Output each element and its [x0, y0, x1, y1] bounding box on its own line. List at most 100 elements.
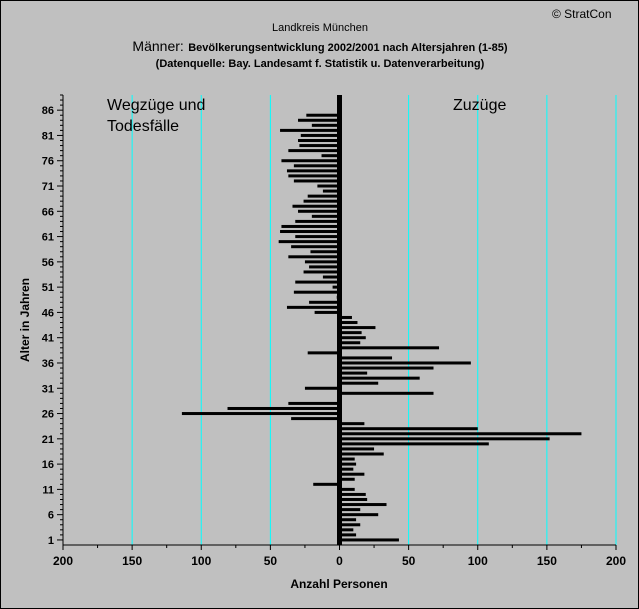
y-tick-label: 16: [42, 459, 54, 471]
y-axis-label: Alter in Jahren: [18, 278, 32, 362]
x-tick-label: 50: [402, 554, 416, 568]
y-tick-label: 46: [42, 307, 54, 319]
bar-age-52: [295, 280, 340, 284]
x-tick-label: 50: [264, 554, 278, 568]
bar-age-62: [280, 230, 340, 234]
bar-age-63: [281, 224, 340, 228]
bar-age-36: [339, 361, 471, 365]
x-tick-label: 0: [336, 554, 343, 568]
chart-subtitle: Bevölkerungsentwicklung 2002/2001 nach A…: [188, 42, 508, 54]
bar-age-54: [303, 270, 340, 274]
bar-age-75: [293, 164, 340, 168]
x-axis-label: Anzahl Personen: [290, 577, 387, 591]
bar-age-23: [339, 427, 478, 431]
y-tick-label: 1: [48, 535, 54, 547]
bar-age-37: [339, 356, 393, 360]
bar-age-6: [339, 513, 379, 517]
bar-age-53: [322, 275, 340, 279]
bar-age-41: [339, 336, 366, 340]
bar-age-44: [339, 321, 358, 325]
bar-age-74: [286, 169, 340, 173]
bar-age-5: [339, 518, 357, 522]
bar-age-12: [313, 482, 340, 486]
bar-age-20: [339, 442, 489, 446]
bar-age-70: [322, 189, 340, 193]
bar-age-32: [339, 381, 379, 385]
bar-age-50: [293, 290, 340, 294]
y-tick-label: 31: [42, 383, 54, 395]
bar-age-24: [339, 422, 365, 426]
right-region-label: Zuzüge: [453, 97, 506, 114]
chart-title-prefix: Männer:: [132, 38, 183, 54]
bar-age-10: [339, 492, 366, 496]
y-tick-label: 41: [42, 333, 54, 345]
bar-age-59: [291, 245, 340, 249]
bar-age-34: [339, 371, 368, 375]
bar-age-65: [311, 214, 340, 218]
bar-age-2: [339, 533, 357, 537]
y-tick-label: 6: [48, 510, 54, 522]
bar-age-84: [298, 118, 340, 122]
bar-age-13: [339, 477, 355, 481]
x-tick-label: 200: [606, 554, 626, 568]
x-tick-label: 200: [53, 554, 73, 568]
bar-age-66: [298, 209, 340, 213]
chart-source: (Datenquelle: Bay. Landesamt f. Statisti…: [156, 58, 485, 70]
bar-age-73: [288, 174, 340, 178]
left-region-label-line2: Todesfälle: [107, 118, 179, 135]
bar-age-35: [339, 366, 434, 370]
copyright-label: © StratCon: [552, 7, 612, 21]
bar-age-71: [317, 184, 340, 188]
bar-age-64: [295, 219, 340, 223]
bar-age-55: [309, 265, 340, 269]
bar-age-43: [339, 326, 376, 330]
bar-age-39: [339, 346, 440, 350]
bar-age-15: [339, 467, 354, 471]
y-tick-label: 21: [42, 434, 54, 446]
bar-age-16: [339, 462, 357, 466]
y-tick-label: 86: [42, 105, 54, 117]
x-tick-label: 150: [537, 554, 557, 568]
bar-age-17: [339, 457, 355, 461]
bar-age-61: [295, 235, 340, 239]
bar-age-8: [339, 503, 387, 507]
bar-age-27: [227, 406, 340, 410]
bar-age-30: [339, 391, 434, 395]
bar-age-9: [339, 497, 368, 501]
chart-subtitle-line: Männer: Bevölkerungsentwicklung 2002/200…: [132, 38, 507, 55]
bar-age-31: [304, 386, 340, 390]
bar-age-46: [314, 310, 340, 314]
bar-age-1: [339, 538, 399, 542]
x-tick-label: 100: [191, 554, 211, 568]
bar-age-77: [321, 154, 340, 158]
bar-age-60: [278, 240, 340, 244]
y-tick-label: 11: [42, 484, 54, 496]
bar-age-28: [288, 401, 340, 405]
bar-age-83: [311, 123, 340, 127]
bar-age-58: [310, 250, 340, 254]
bar-age-18: [339, 452, 384, 456]
bar-age-14: [339, 472, 365, 476]
y-tick-label: 66: [42, 206, 54, 218]
bar-age-45: [339, 315, 352, 319]
bar-age-72: [293, 179, 340, 183]
bar-age-56: [304, 260, 340, 264]
bar-age-79: [299, 144, 340, 148]
bar-age-19: [339, 447, 375, 451]
bar-age-57: [288, 255, 340, 259]
y-tick-label: 56: [42, 257, 54, 269]
y-tick-label: 71: [42, 181, 54, 193]
bar-age-76: [281, 159, 340, 163]
chart-title: Landkreis München: [272, 22, 368, 34]
bar-age-22: [339, 432, 582, 436]
y-tick-label: 26: [42, 409, 54, 421]
y-tick-label: 81: [42, 130, 54, 142]
bar-age-33: [339, 376, 420, 380]
bar-age-40: [339, 341, 361, 345]
y-tick-label: 36: [42, 358, 54, 370]
bar-age-85: [306, 113, 340, 117]
x-axis-ticks: 200 150 100 50 0 50 100 150 200: [53, 545, 626, 568]
